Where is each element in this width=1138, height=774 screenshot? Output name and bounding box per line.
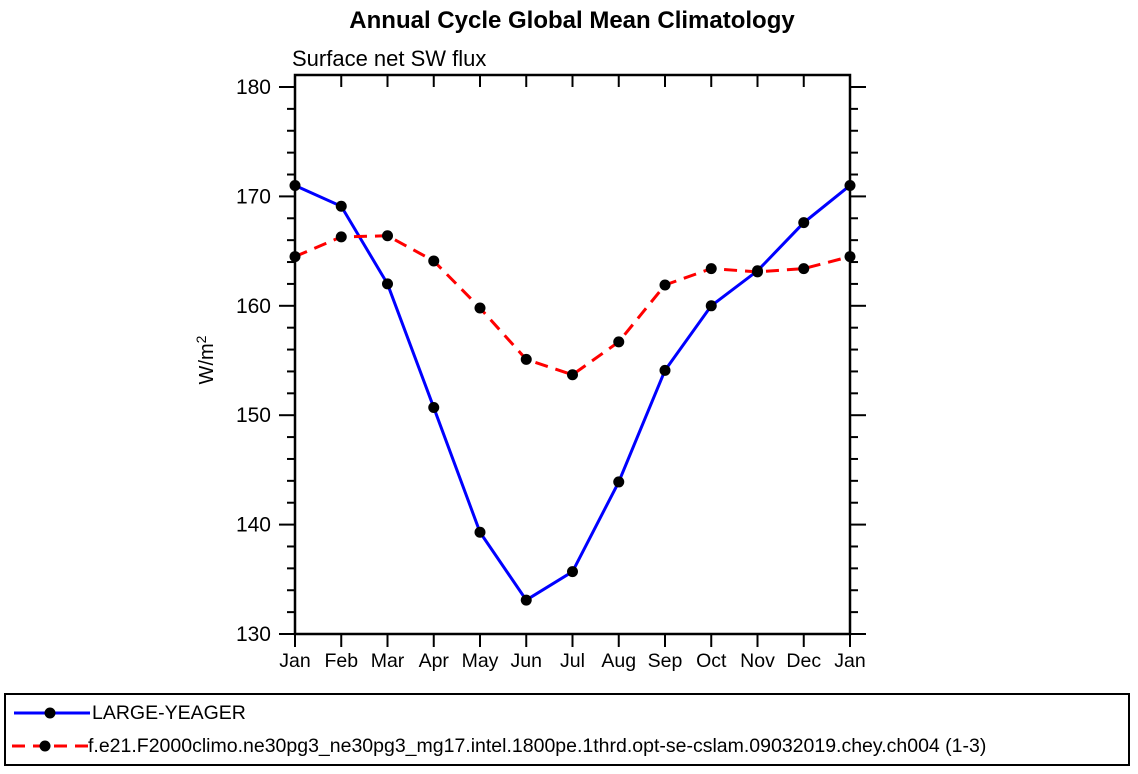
- data-point-marker: [659, 364, 671, 376]
- x-tick-label: Jan: [279, 650, 310, 672]
- series-line-0: [294, 184, 851, 603]
- legend-line-sample-dashed: [12, 740, 88, 752]
- y-tick-label: 130: [236, 623, 271, 646]
- legend-box: LARGE-YEAGER f.e21.F2000climo.ne30pg3_ne…: [4, 693, 1130, 766]
- chart-subtitle: Surface net SW flux: [292, 46, 486, 71]
- legend-item-model-run: f.e21.F2000climo.ne30pg3_ne30pg3_mg17.in…: [12, 730, 1128, 762]
- y-axis-label-sup: 2: [193, 335, 209, 343]
- legend-item-large-yeager: LARGE-YEAGER: [12, 697, 1128, 729]
- data-point-marker: [659, 279, 671, 291]
- x-tick-label: Aug: [601, 650, 636, 672]
- data-point-marker: [752, 266, 763, 278]
- x-tick-label: Jan: [834, 650, 865, 672]
- y-tick-label: 160: [236, 295, 271, 318]
- y-tick-label: 170: [236, 185, 271, 208]
- x-tick-label: Jul: [560, 650, 585, 672]
- data-point-marker: [335, 200, 347, 212]
- chart-title: Annual Cycle Global Mean Climatology: [349, 7, 795, 34]
- x-tick-label: Oct: [696, 650, 727, 672]
- data-point-marker: [289, 179, 301, 191]
- data-point-marker: [567, 566, 578, 578]
- x-tick-label: Feb: [324, 650, 358, 672]
- y-axis-label: W/m2: [193, 335, 218, 384]
- data-series: [289, 179, 856, 606]
- data-point-marker: [289, 251, 301, 263]
- y-axis-label-base: W/m: [196, 343, 218, 384]
- x-tick-label: Sep: [648, 650, 683, 672]
- y-tick-label: 150: [236, 404, 271, 427]
- y-tick-label: 180: [236, 76, 271, 99]
- legend-line-sample-solid: [14, 707, 90, 719]
- data-point-marker: [520, 353, 532, 365]
- x-tick-label: Apr: [419, 650, 450, 672]
- legend-label: f.e21.F2000climo.ne30pg3_ne30pg3_mg17.in…: [88, 735, 987, 758]
- data-point-marker: [705, 263, 717, 275]
- data-point-marker: [474, 526, 486, 538]
- y-tick-label: 140: [236, 514, 271, 537]
- x-tick-label: May: [462, 650, 499, 672]
- legend-label: LARGE-YEAGER: [92, 701, 246, 724]
- data-point-marker: [382, 230, 393, 242]
- x-tick-label: Mar: [371, 650, 405, 672]
- x-tick-label: Nov: [740, 650, 775, 672]
- plot-svg: Annual Cycle Global Mean Climatology Sur…: [193, 7, 866, 672]
- x-tick-label: Jun: [511, 650, 542, 672]
- data-point-marker: [798, 217, 810, 229]
- data-point-marker: [705, 300, 717, 312]
- data-point-marker: [428, 402, 440, 414]
- data-point-marker: [520, 594, 532, 606]
- data-point-marker: [844, 251, 856, 263]
- data-point-marker: [844, 179, 856, 191]
- data-point-marker: [798, 263, 810, 275]
- series-line-1: [294, 234, 851, 377]
- data-point-marker: [613, 476, 625, 488]
- data-point-marker: [382, 278, 393, 290]
- data-point-marker: [474, 302, 486, 314]
- data-point-marker: [335, 231, 347, 243]
- legend-marker-dot: [44, 707, 56, 719]
- x-tick-label: Dec: [786, 650, 821, 672]
- data-point-marker: [567, 369, 578, 381]
- legend-marker-dot: [39, 740, 51, 752]
- data-point-marker: [613, 336, 625, 348]
- axes: 130 140 150 160 170 180 Jan Feb Mar Apr May Jun Jul A…: [236, 73, 866, 672]
- data-point-marker: [428, 255, 440, 267]
